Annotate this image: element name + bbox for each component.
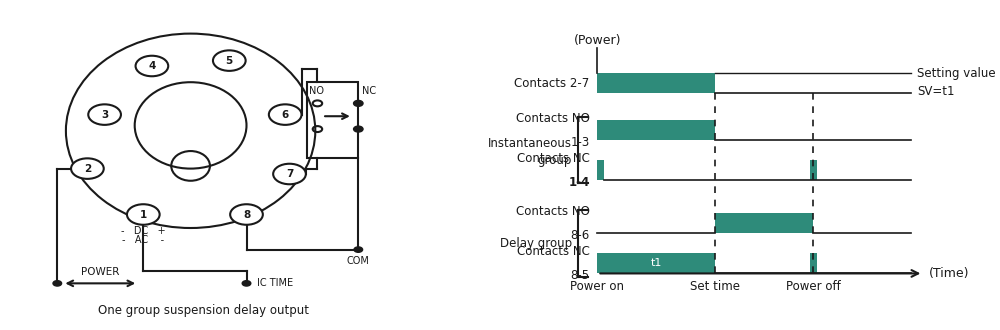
Circle shape — [213, 50, 246, 71]
Text: IC TIME: IC TIME — [257, 278, 293, 288]
Bar — [597, 253, 715, 274]
Text: Contacts NC: Contacts NC — [517, 152, 590, 165]
Text: -   AC    -: - AC - — [122, 235, 164, 245]
Text: 1-3: 1-3 — [570, 136, 590, 149]
Text: Contacts NO: Contacts NO — [516, 205, 590, 218]
Text: Set time: Set time — [690, 280, 740, 293]
Bar — [597, 120, 715, 140]
Text: 2: 2 — [84, 164, 91, 174]
Text: 8-5: 8-5 — [570, 269, 590, 282]
Bar — [715, 214, 813, 233]
Circle shape — [269, 104, 302, 125]
Text: 8-6: 8-6 — [570, 229, 590, 243]
Text: 4: 4 — [148, 61, 156, 71]
Text: -   DC   +: - DC + — [121, 226, 166, 236]
Text: 1-4: 1-4 — [568, 176, 590, 189]
Circle shape — [354, 100, 363, 106]
Text: 5: 5 — [226, 55, 233, 66]
Bar — [307, 82, 358, 158]
Text: (Power): (Power) — [574, 34, 621, 47]
Text: Power on: Power on — [570, 280, 624, 293]
Text: 8: 8 — [243, 210, 250, 219]
Text: NO: NO — [309, 86, 324, 96]
Text: t1: t1 — [651, 258, 662, 268]
Circle shape — [88, 104, 121, 125]
Circle shape — [354, 247, 363, 252]
Circle shape — [354, 126, 363, 132]
Text: 6: 6 — [282, 110, 289, 119]
Text: 7: 7 — [286, 169, 293, 179]
Bar — [810, 253, 817, 274]
Circle shape — [230, 204, 263, 225]
Text: 3: 3 — [101, 110, 108, 119]
Circle shape — [136, 56, 168, 76]
Text: Instantaneous: Instantaneous — [488, 137, 572, 150]
Text: Power off: Power off — [786, 280, 841, 293]
Bar — [597, 73, 715, 93]
Circle shape — [242, 280, 251, 286]
Circle shape — [71, 158, 104, 179]
Text: Setting value: Setting value — [917, 67, 996, 80]
Text: 1: 1 — [140, 210, 147, 219]
Text: POWER: POWER — [81, 267, 119, 278]
Text: Contacts NO: Contacts NO — [516, 112, 590, 125]
Circle shape — [127, 204, 160, 225]
Text: Contacts 2-7: Contacts 2-7 — [514, 77, 590, 90]
Text: NC: NC — [362, 86, 376, 96]
Text: Delay group: Delay group — [500, 237, 572, 250]
Text: SV=t1: SV=t1 — [917, 85, 955, 98]
Text: (Time): (Time) — [929, 267, 970, 280]
Circle shape — [273, 164, 306, 184]
Text: One group suspension delay output: One group suspension delay output — [98, 304, 309, 316]
Bar — [597, 160, 604, 180]
Bar — [810, 160, 817, 180]
Text: Contacts NC: Contacts NC — [517, 246, 590, 258]
Circle shape — [53, 280, 62, 286]
Text: group: group — [538, 153, 572, 167]
Text: COM: COM — [347, 256, 370, 266]
